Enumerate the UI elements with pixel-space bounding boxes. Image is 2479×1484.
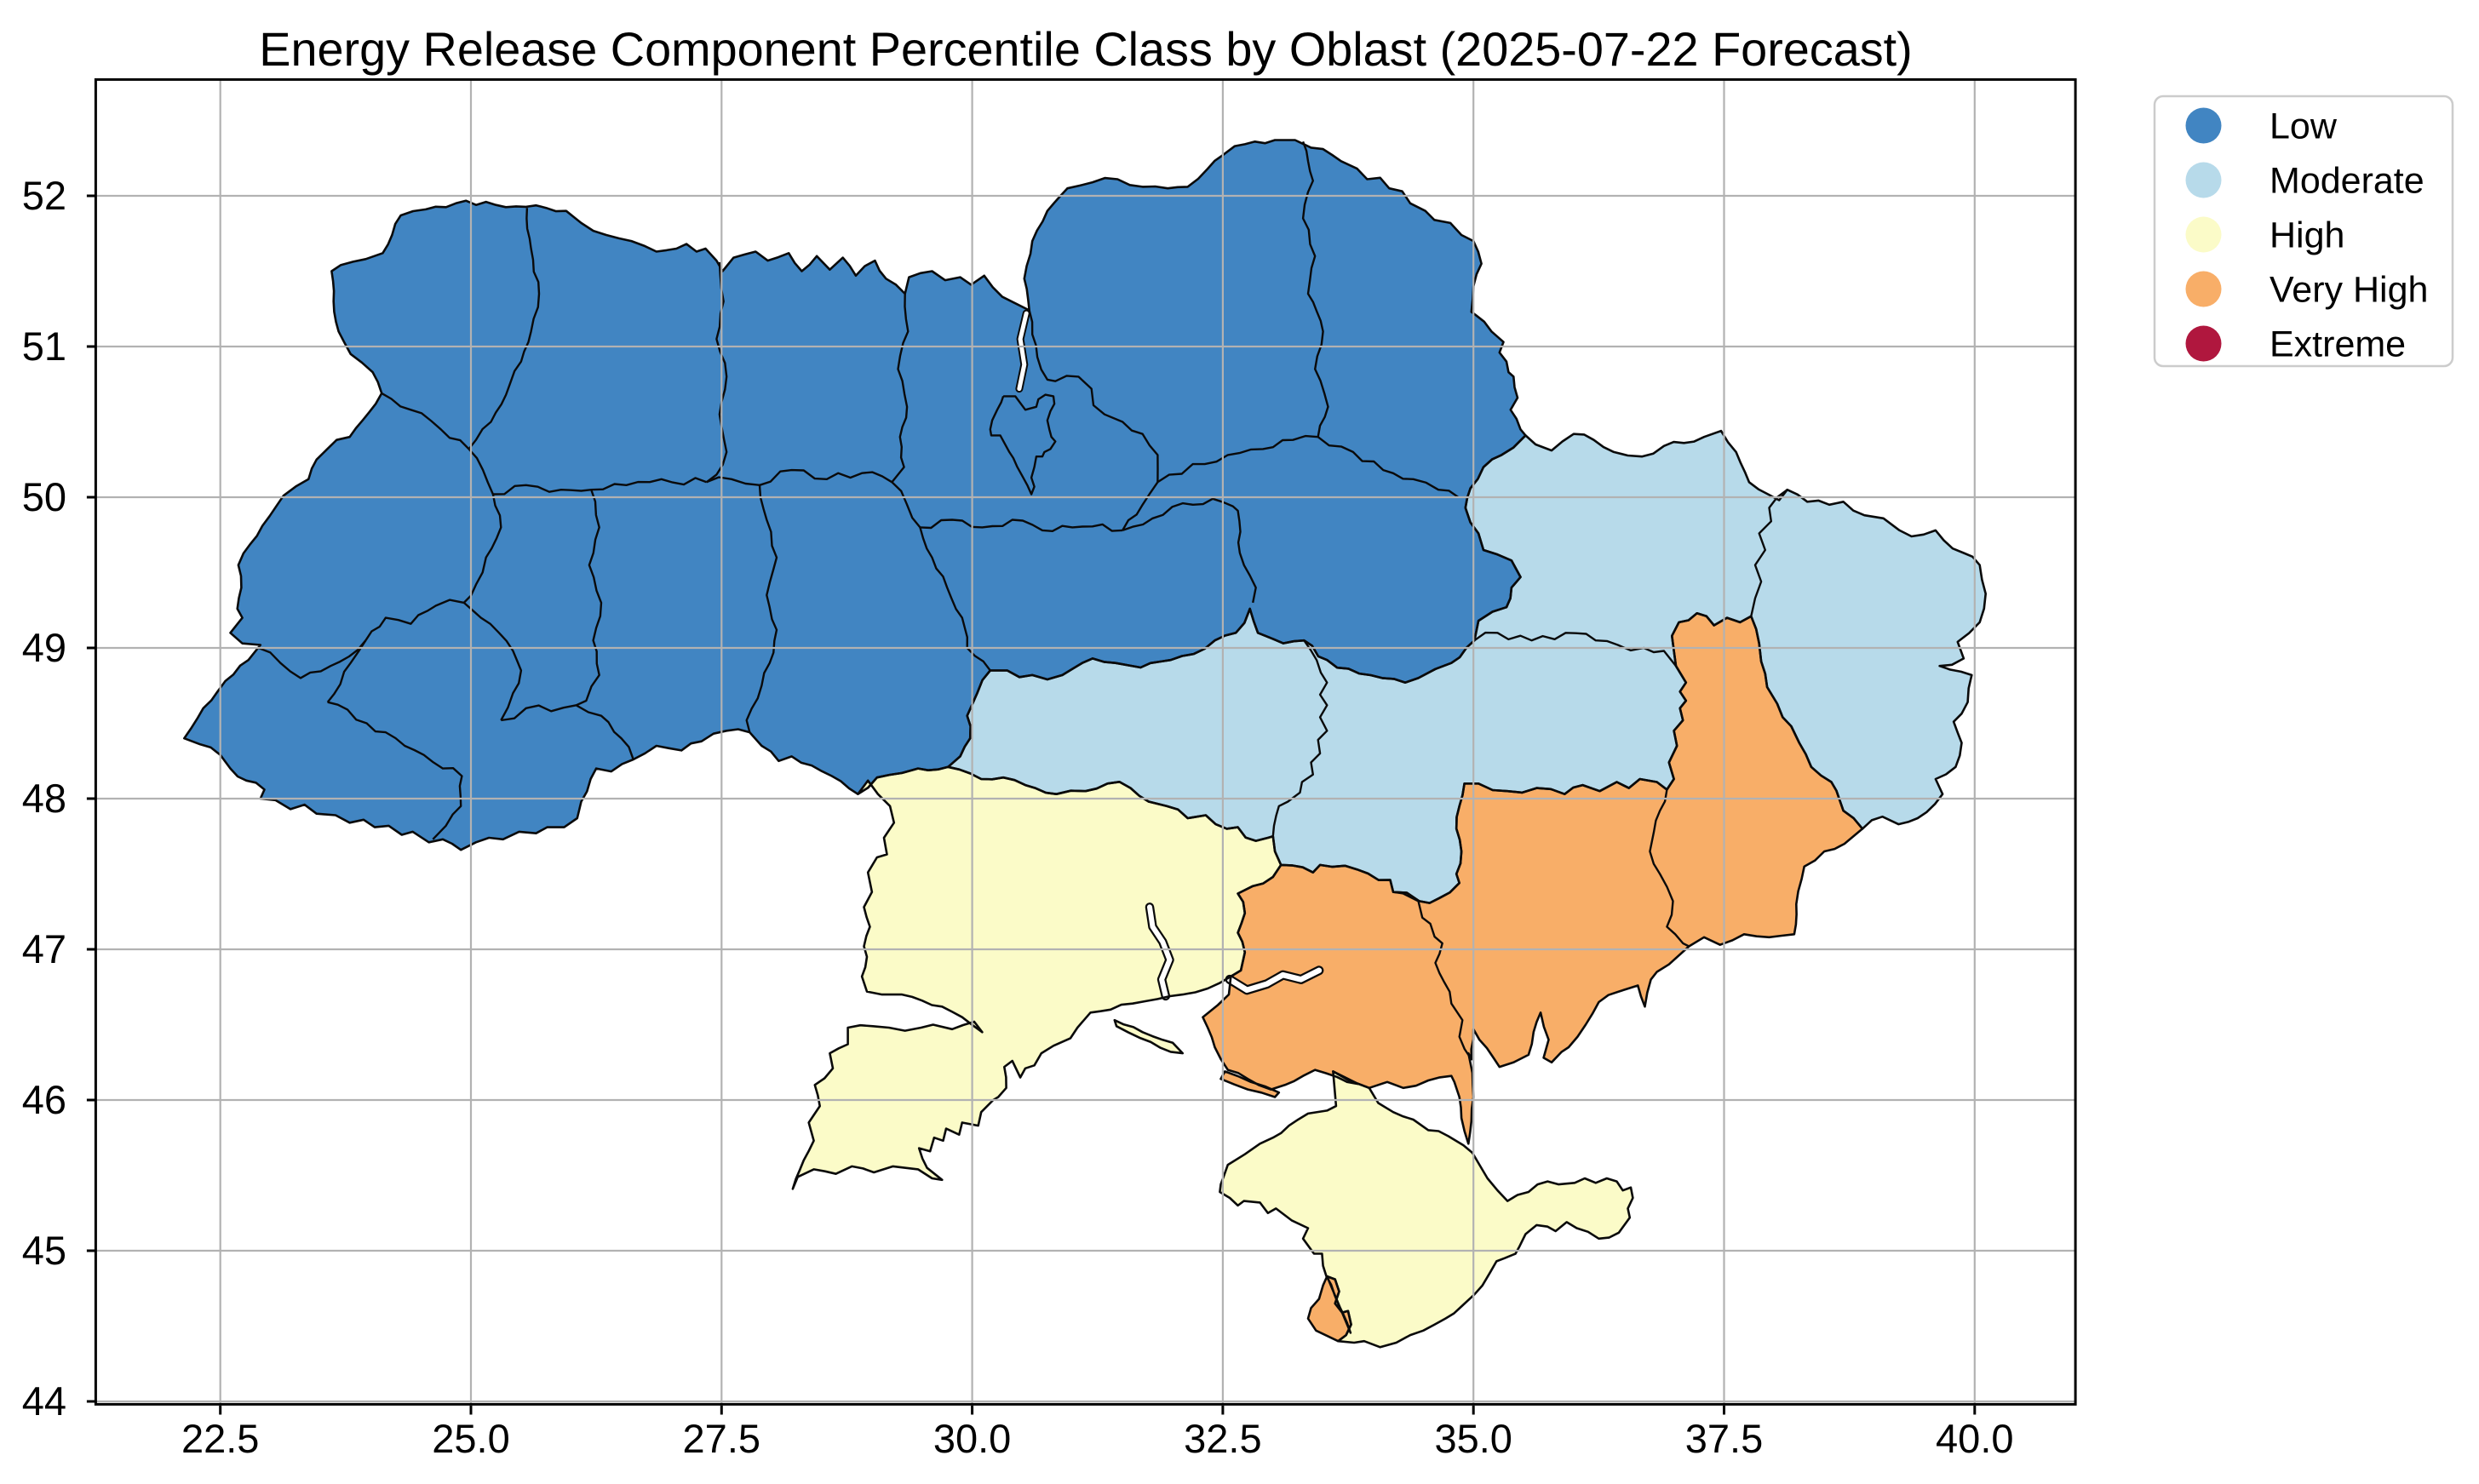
svg-text:Energy Release Component Perce: Energy Release Component Percentile Clas… <box>259 22 1912 76</box>
svg-text:High: High <box>2270 215 2344 256</box>
svg-text:Low: Low <box>2270 106 2338 147</box>
svg-text:Moderate: Moderate <box>2270 161 2424 202</box>
svg-text:22.5: 22.5 <box>181 1416 259 1461</box>
svg-text:48: 48 <box>22 776 66 821</box>
svg-text:52: 52 <box>22 173 66 218</box>
svg-text:27.5: 27.5 <box>683 1416 760 1461</box>
svg-text:45: 45 <box>22 1228 66 1273</box>
svg-text:Very High: Very High <box>2270 270 2428 311</box>
svg-text:25.0: 25.0 <box>432 1416 509 1461</box>
svg-text:37.5: 37.5 <box>1685 1416 1763 1461</box>
svg-text:35.0: 35.0 <box>1434 1416 1512 1461</box>
svg-text:30.0: 30.0 <box>933 1416 1011 1461</box>
svg-text:47: 47 <box>22 926 66 971</box>
svg-text:32.5: 32.5 <box>1184 1416 1261 1461</box>
svg-text:46: 46 <box>22 1077 66 1122</box>
svg-text:Extreme: Extreme <box>2270 324 2406 365</box>
svg-text:51: 51 <box>22 324 66 369</box>
svg-text:49: 49 <box>22 625 66 670</box>
svg-text:44: 44 <box>22 1378 66 1424</box>
svg-text:40.0: 40.0 <box>1936 1416 2013 1461</box>
svg-text:50: 50 <box>22 474 66 519</box>
